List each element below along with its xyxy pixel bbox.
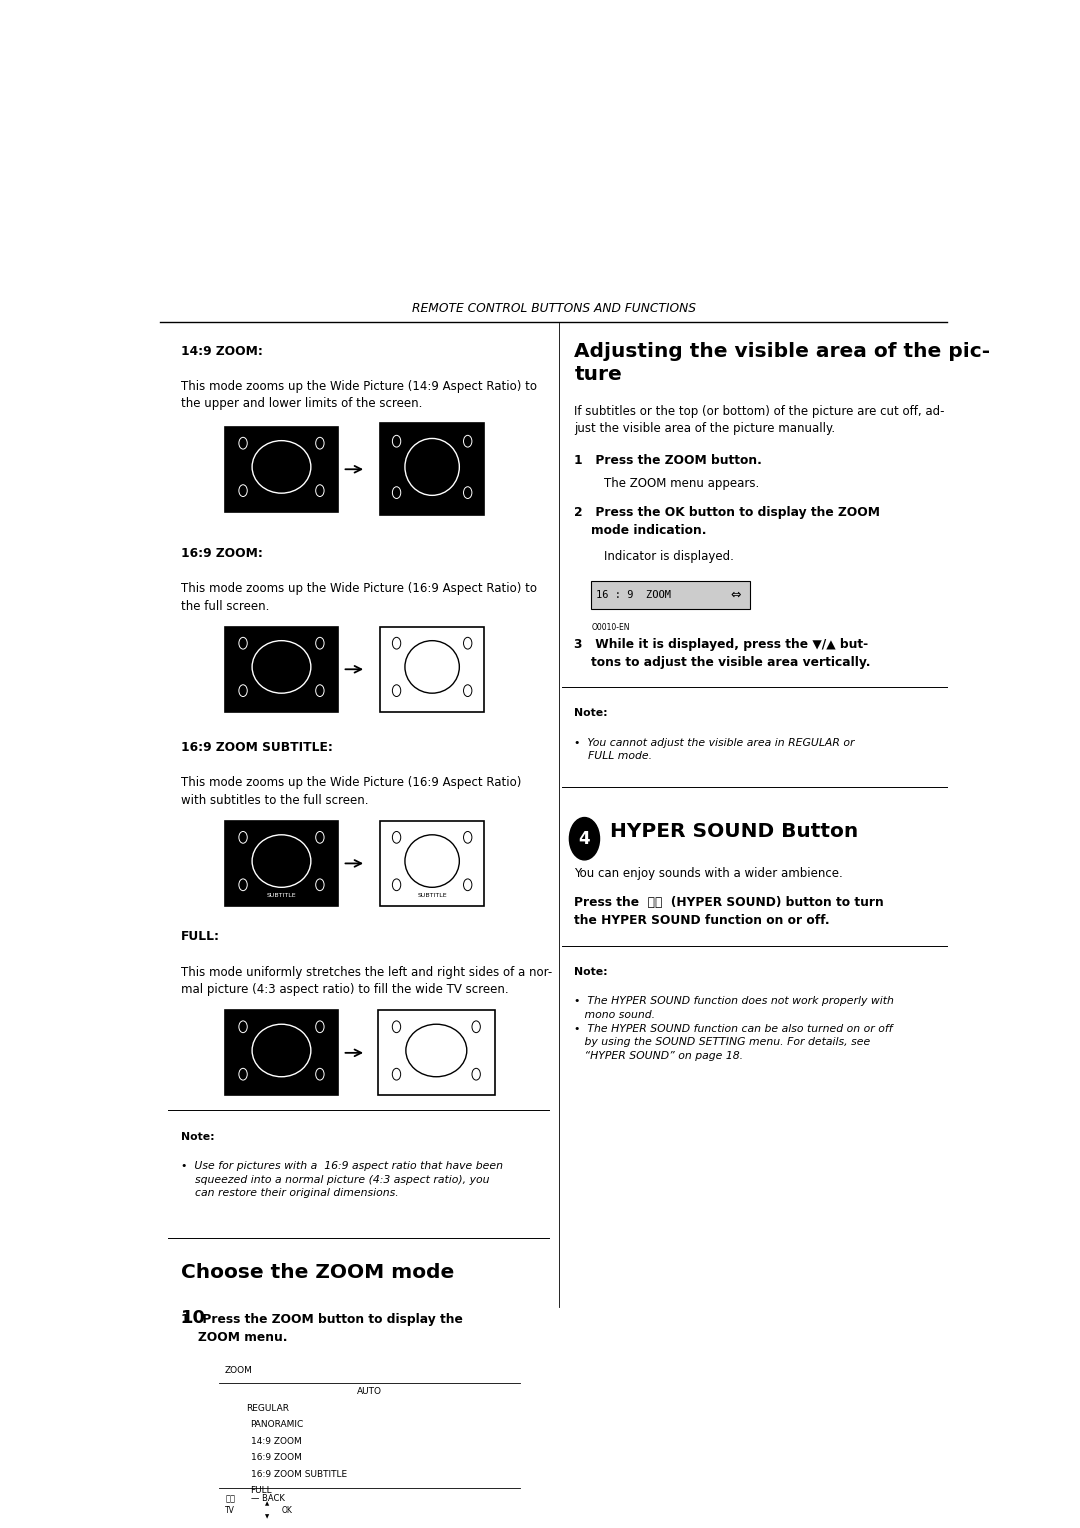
Text: This mode uniformly stretches the left and right sides of a nor-
mal picture (4:: This mode uniformly stretches the left a… bbox=[181, 966, 552, 996]
Text: REGULAR: REGULAR bbox=[246, 1404, 289, 1413]
Text: PANORAMIC: PANORAMIC bbox=[251, 1420, 303, 1429]
Text: Press the  ⓐⓐ  (HYPER SOUND) button to turn
the HYPER SOUND function on or off.: Press the ⓐⓐ (HYPER SOUND) button to tur… bbox=[575, 897, 885, 927]
Text: Note:: Note: bbox=[575, 967, 608, 976]
Text: — BACK: — BACK bbox=[251, 1494, 284, 1504]
Text: Adjusting the visible area of the pic-
ture: Adjusting the visible area of the pic- t… bbox=[575, 342, 990, 384]
Circle shape bbox=[569, 817, 599, 860]
Text: Note:: Note: bbox=[575, 707, 608, 718]
Text: FULL:: FULL: bbox=[181, 931, 220, 943]
Text: This mode zooms up the Wide Picture (14:9 Aspect Ratio) to
the upper and lower l: This mode zooms up the Wide Picture (14:… bbox=[181, 380, 537, 411]
Text: 16:9 ZOOM SUBTITLE:: 16:9 ZOOM SUBTITLE: bbox=[181, 741, 333, 753]
Text: 16 : 9  ZOOM: 16 : 9 ZOOM bbox=[596, 590, 671, 601]
Text: TV: TV bbox=[226, 1507, 235, 1516]
Text: ZOOM: ZOOM bbox=[225, 1366, 253, 1375]
Text: •  Use for pictures with a  16:9 aspect ratio that have been
    squeezed into a: • Use for pictures with a 16:9 aspect ra… bbox=[181, 1161, 503, 1198]
Text: HYPER SOUND Button: HYPER SOUND Button bbox=[609, 822, 858, 842]
Text: 2   Press the OK button to display the ZOOM
    mode indication.: 2 Press the OK button to display the ZOO… bbox=[575, 506, 880, 536]
Text: AUTO: AUTO bbox=[356, 1387, 382, 1397]
Text: OK: OK bbox=[282, 1507, 293, 1516]
Text: This mode zooms up the Wide Picture (16:9 Aspect Ratio)
with subtitles to the fu: This mode zooms up the Wide Picture (16:… bbox=[181, 776, 522, 807]
Bar bbox=[225, 1010, 338, 1096]
Text: 14:9 ZOOM:: 14:9 ZOOM: bbox=[181, 344, 262, 358]
Text: FULL: FULL bbox=[251, 1487, 272, 1494]
Bar bbox=[378, 1010, 495, 1096]
Text: 14:9 ZOOM: 14:9 ZOOM bbox=[251, 1436, 301, 1445]
Text: 16:9 ZOOM: 16:9 ZOOM bbox=[251, 1453, 301, 1462]
Circle shape bbox=[258, 1497, 276, 1523]
Text: Choose the ZOOM mode: Choose the ZOOM mode bbox=[181, 1264, 455, 1282]
Text: O0010-EN: O0010-EN bbox=[591, 623, 630, 633]
Text: 3   While it is displayed, press the ▼/▲ but-
    tons to adjust the visible are: 3 While it is displayed, press the ▼/▲ b… bbox=[575, 637, 870, 669]
Text: 4: 4 bbox=[579, 830, 591, 848]
Text: If subtitles or the top (or bottom) of the picture are cut off, ad-
just the vis: If subtitles or the top (or bottom) of t… bbox=[575, 405, 945, 435]
Text: ⇔: ⇔ bbox=[730, 588, 741, 602]
Text: Note:: Note: bbox=[181, 1132, 215, 1141]
Text: •  The HYPER SOUND function does not work properly with
   mono sound.
•  The HY: • The HYPER SOUND function does not work… bbox=[575, 996, 894, 1060]
Bar bbox=[225, 426, 338, 512]
Bar bbox=[225, 626, 338, 712]
Text: 16:9 ZOOM:: 16:9 ZOOM: bbox=[181, 547, 262, 559]
Text: •  You cannot adjust the visible area in REGULAR or
    FULL mode.: • You cannot adjust the visible area in … bbox=[575, 738, 855, 761]
Text: The ZOOM menu appears.: The ZOOM menu appears. bbox=[604, 477, 759, 490]
Bar bbox=[225, 821, 338, 906]
Bar bbox=[380, 626, 485, 712]
Text: ⓐⓐ: ⓐⓐ bbox=[226, 1494, 235, 1504]
Text: ▲: ▲ bbox=[265, 1500, 269, 1507]
Text: REMOTE CONTROL BUTTONS AND FUNCTIONS: REMOTE CONTROL BUTTONS AND FUNCTIONS bbox=[411, 303, 696, 315]
Text: 1   Press the ZOOM button to display the
    ZOOM menu.: 1 Press the ZOOM button to display the Z… bbox=[181, 1313, 463, 1343]
Text: Indicator is displayed.: Indicator is displayed. bbox=[604, 550, 733, 564]
Text: You can enjoy sounds with a wider ambience.: You can enjoy sounds with a wider ambien… bbox=[575, 866, 843, 880]
Text: 16:9 ZOOM SUBTITLE: 16:9 ZOOM SUBTITLE bbox=[251, 1470, 347, 1479]
Text: ▼: ▼ bbox=[265, 1514, 269, 1519]
Bar bbox=[380, 821, 485, 906]
Bar bbox=[380, 423, 485, 515]
FancyBboxPatch shape bbox=[218, 1363, 521, 1520]
Text: 10: 10 bbox=[181, 1309, 206, 1326]
FancyBboxPatch shape bbox=[591, 581, 751, 610]
Text: 1   Press the ZOOM button.: 1 Press the ZOOM button. bbox=[575, 454, 762, 468]
Text: SUBTITLE: SUBTITLE bbox=[267, 892, 296, 897]
Text: SUBTITLE: SUBTITLE bbox=[417, 892, 447, 897]
Text: This mode zooms up the Wide Picture (16:9 Aspect Ratio) to
the full screen.: This mode zooms up the Wide Picture (16:… bbox=[181, 582, 537, 613]
